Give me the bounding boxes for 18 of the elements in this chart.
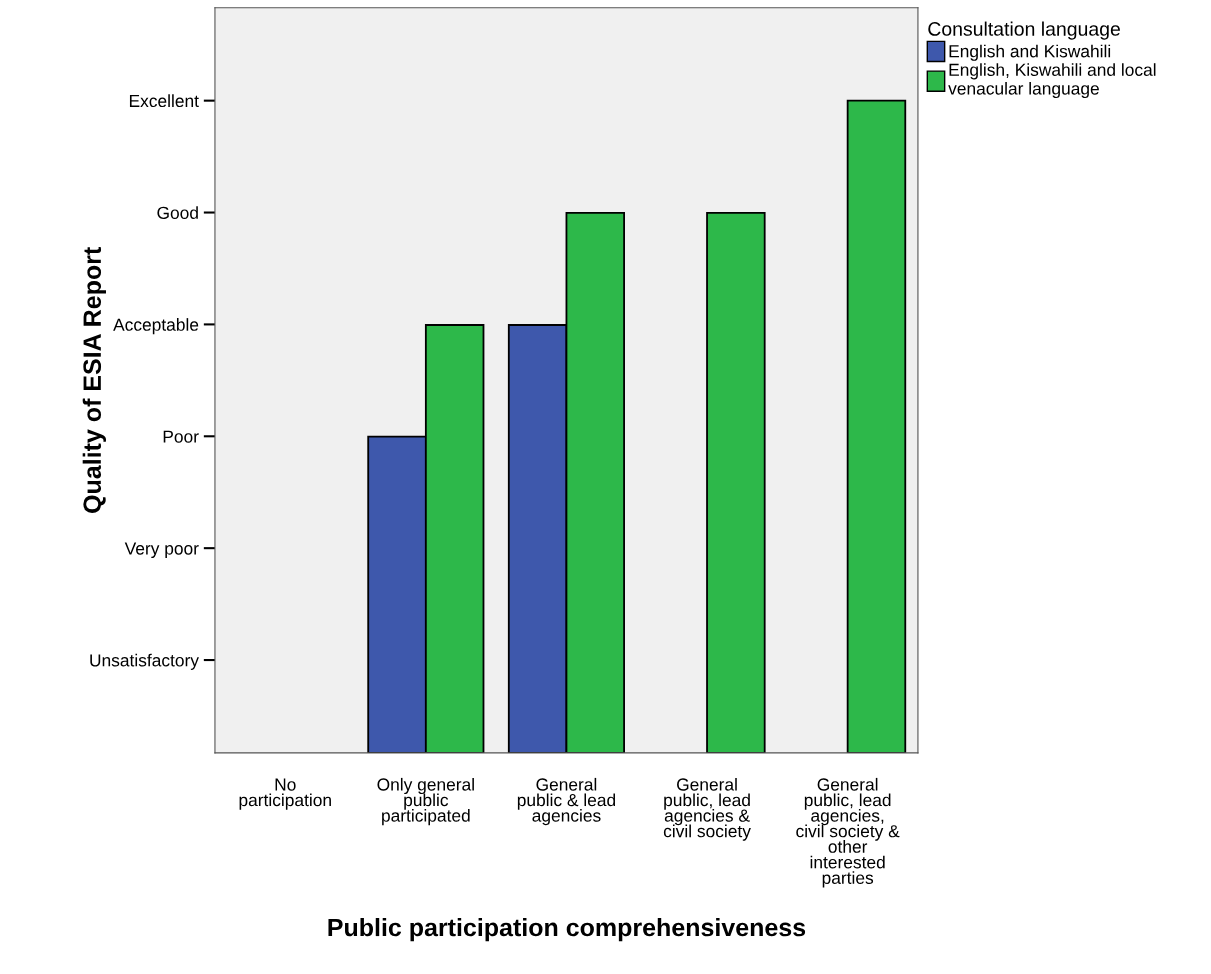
- bar: [846, 99, 907, 753]
- text: Poor: [163, 430, 199, 443]
- legend-label: English, Kiswahili and local venacular language: [948, 63, 1156, 99]
- x-tick-label: General public, lead agencies & civil society: [663, 777, 751, 841]
- legend-title: Consultation language: [928, 21, 1120, 40]
- x-tick-label: General public & lead agencies: [517, 777, 616, 826]
- text: Acceptable: [113, 318, 199, 335]
- text: Very poor: [124, 542, 199, 559]
- text: Excellent: [129, 94, 199, 108]
- text: Unsatisfactory: [90, 653, 199, 670]
- x-tick-label: General public, lead agencies, civil society & other interested parties: [796, 777, 900, 888]
- x-tick-label: No participation: [239, 778, 331, 810]
- x-axis-title: Public participation comprehensiveness: [328, 917, 806, 942]
- y-axis-title: Quality of ESIA Report: [82, 247, 106, 513]
- legend-label: English and Kiswahili: [949, 44, 1111, 61]
- x-tick-label: Only general public participated: [377, 777, 474, 826]
- text: Good: [157, 206, 198, 219]
- bar: [706, 211, 766, 753]
